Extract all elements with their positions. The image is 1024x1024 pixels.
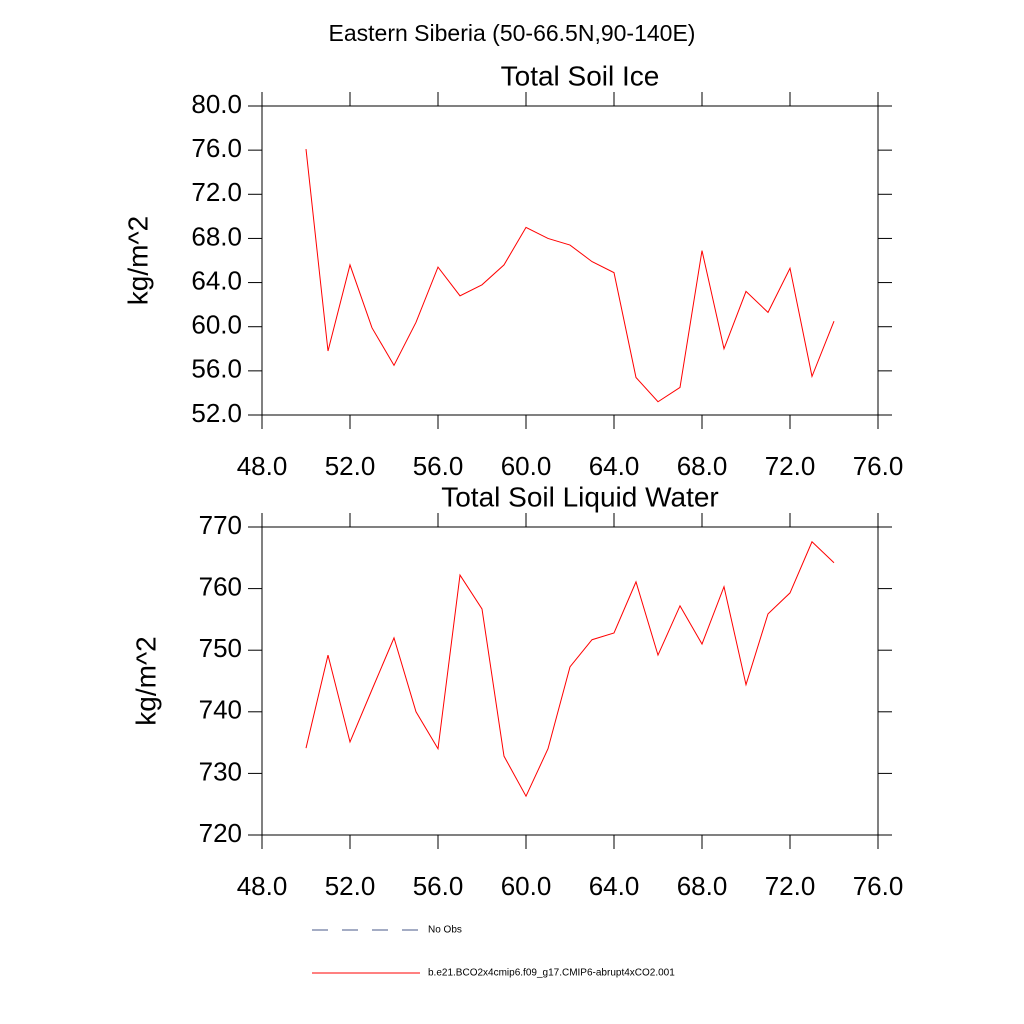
chart-title: Total Soil Ice [501,60,660,91]
x-tick-label: 72.0 [765,871,816,901]
y-tick-label: 64.0 [191,265,242,295]
y-tick-label: 72.0 [191,177,242,207]
x-tick-label: 48.0 [237,451,288,481]
y-axis-label: kg/m^2 [130,636,161,725]
plot-frame [261,105,879,416]
x-tick-label: 56.0 [413,871,464,901]
y-tick-label: 730 [199,756,242,786]
x-tick-label: 56.0 [413,451,464,481]
x-tick-label: 64.0 [589,871,640,901]
x-tick-label: 76.0 [853,451,904,481]
y-tick-label: 750 [199,633,242,663]
x-tick-label: 52.0 [325,871,376,901]
y-axis-label: kg/m^2 [122,216,153,305]
y-tick-label: 80.0 [191,89,242,119]
legend-label: No Obs [428,925,462,936]
x-tick-label: 68.0 [677,871,728,901]
x-tick-label: 68.0 [677,451,728,481]
y-tick-label: 720 [199,818,242,848]
x-tick-label: 72.0 [765,451,816,481]
x-tick-label: 60.0 [501,451,552,481]
data-line [305,540,835,798]
y-tick-label: 60.0 [191,310,242,340]
data-line [305,148,835,403]
y-tick-label: 76.0 [191,133,242,163]
y-tick-label: 770 [199,510,242,540]
y-tick-label: 56.0 [191,354,242,384]
chart-title: Total Soil Liquid Water [441,481,719,512]
legend-label: b.e21.BCO2x4cmip6.f09_g17.CMIP6-abrupt4x… [428,968,675,979]
x-tick-label: 60.0 [501,871,552,901]
y-tick-label: 740 [199,695,242,725]
y-tick-label: 760 [199,571,242,601]
x-tick-label: 52.0 [325,451,376,481]
x-tick-label: 48.0 [237,871,288,901]
x-tick-label: 76.0 [853,871,904,901]
suptitle: Eastern Siberia (50-66.5N,90-140E) [329,20,696,46]
x-tick-label: 64.0 [589,451,640,481]
y-tick-label: 52.0 [191,398,242,428]
y-tick-label: 68.0 [191,221,242,251]
plot-frame [261,526,879,836]
